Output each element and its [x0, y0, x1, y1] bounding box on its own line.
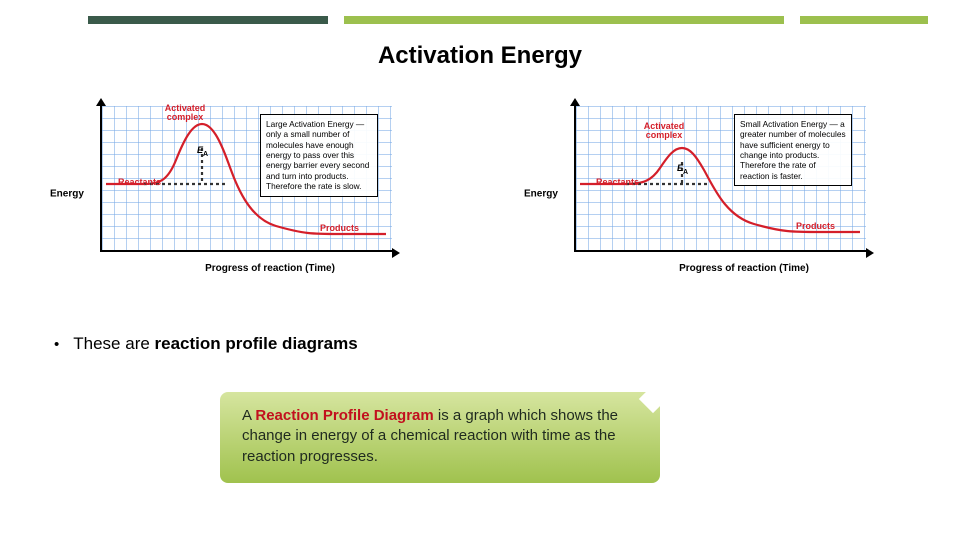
- chart-annotation: Activated complex: [165, 104, 206, 123]
- accent-segment: [800, 16, 928, 24]
- chart-annotation: Reactants: [118, 178, 161, 187]
- chart-left: Energy Progress of reaction (Time) Large…: [56, 100, 440, 288]
- accent-segment: [344, 16, 784, 24]
- info-box: Large Activation Energy — only a small n…: [260, 114, 378, 197]
- chart-annotation: Activated complex: [644, 122, 685, 141]
- chart-annotation: EA: [197, 146, 208, 158]
- definition-callout: A Reaction Profile Diagram is a graph wh…: [220, 392, 660, 483]
- chart-annotation: EA: [677, 164, 688, 176]
- x-axis-label: Progress of reaction (Time): [574, 263, 914, 274]
- accent-segment: [328, 16, 344, 24]
- info-box: Small Activation Energy — a greater numb…: [734, 114, 852, 186]
- bullet-text: • These are reaction profile diagrams: [54, 334, 358, 354]
- y-axis-label: Energy: [524, 189, 558, 200]
- x-axis-label: Progress of reaction (Time): [100, 263, 440, 274]
- page-title: Activation Energy: [0, 42, 960, 70]
- y-axis-arrow-icon: [96, 98, 106, 106]
- y-axis-label: Energy: [50, 189, 84, 200]
- definition-term: Reaction Profile Diagram: [255, 407, 433, 424]
- definition-prefix: A: [242, 407, 255, 424]
- chart-annotation: Reactants: [596, 178, 639, 187]
- charts-row: Energy Progress of reaction (Time) Large…: [56, 100, 920, 288]
- x-axis-arrow-icon: [866, 248, 874, 258]
- bullet-icon: •: [54, 336, 59, 353]
- chart-annotation: Products: [796, 222, 835, 231]
- chart-right: Energy Progress of reaction (Time) Small…: [530, 100, 914, 288]
- chart-annotation: Products: [320, 224, 359, 233]
- accent-segment: [784, 16, 800, 24]
- x-axis-arrow-icon: [392, 248, 400, 258]
- y-axis-arrow-icon: [570, 98, 580, 106]
- accent-segment: [88, 16, 328, 24]
- accent-bar: [88, 16, 928, 24]
- bullet-content: These are reaction profile diagrams: [73, 334, 357, 354]
